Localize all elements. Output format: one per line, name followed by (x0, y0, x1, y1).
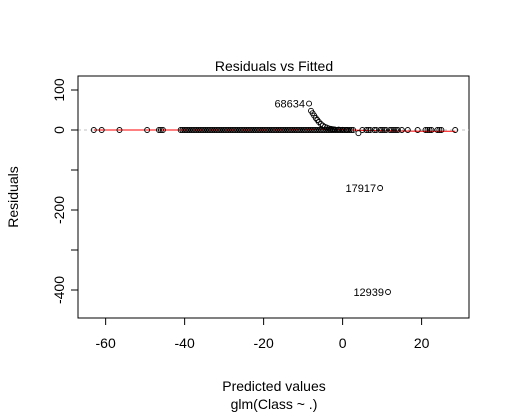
point-annotation: 12939 (353, 287, 384, 299)
chart-title: Residuals vs Fitted (215, 58, 333, 74)
x-axis-label: Predicted values (222, 378, 326, 394)
y-tick-label: -400 (51, 276, 67, 304)
y-tick-label: 100 (51, 78, 67, 102)
y-tick-label: -200 (51, 196, 67, 224)
model-formula-label: glm(Class ~ .) (231, 396, 318, 412)
x-tick-label: -40 (175, 335, 195, 351)
point-annotation: 17917 (346, 183, 377, 195)
plot-frame (78, 76, 469, 318)
data-point (307, 101, 312, 106)
data-point (386, 290, 391, 295)
x-axis: -60 -40 -20 0 20 (96, 318, 430, 351)
data-point (378, 186, 383, 191)
point-annotation: 68634 (274, 99, 305, 111)
x-tick-label: 20 (414, 335, 430, 351)
x-tick-label: -60 (96, 335, 116, 351)
y-axis-label: Residuals (5, 166, 21, 227)
x-tick-label: 0 (339, 335, 347, 351)
y-axis: -400 -200 0 100 (51, 78, 78, 304)
y-tick-label: 0 (51, 126, 67, 134)
x-tick-label: -20 (254, 335, 274, 351)
